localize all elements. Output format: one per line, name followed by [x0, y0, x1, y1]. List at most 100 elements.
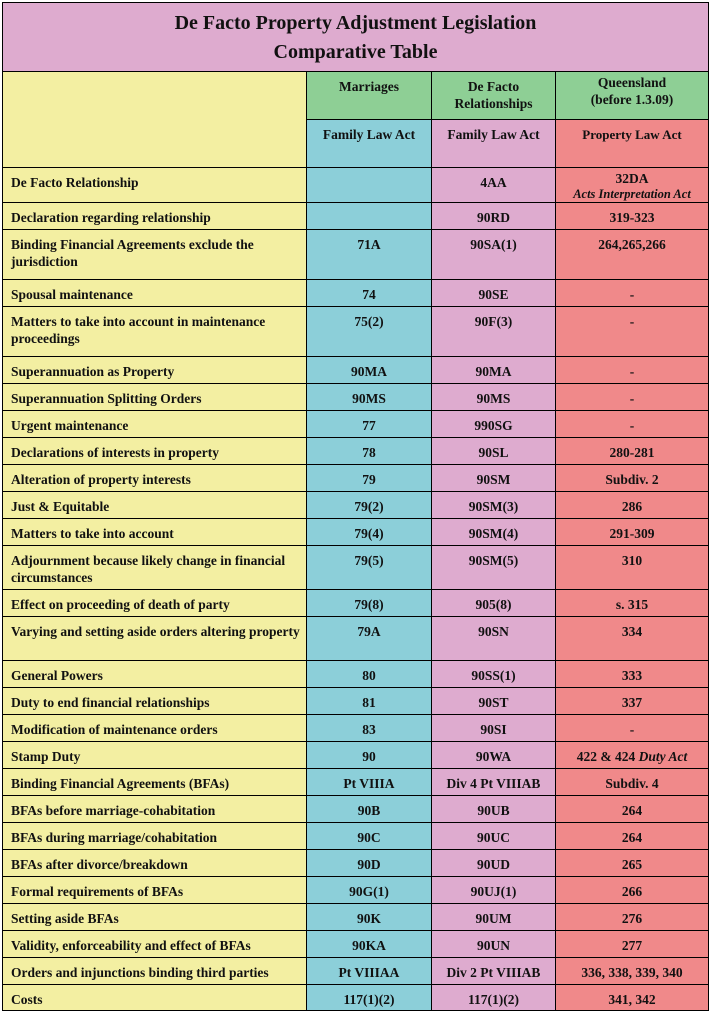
table-row: Validity, enforceability and effect of B…	[2, 930, 709, 958]
row-qld-value: 422 & 424	[576, 749, 636, 764]
header-marriages: Marriages	[306, 71, 432, 120]
table-row: Varying and setting aside orders alterin…	[2, 616, 709, 661]
header-blank-cell	[2, 71, 307, 168]
row-qld: 286	[555, 491, 709, 519]
row-topic: BFAs before marriage-cohabitation	[2, 795, 307, 823]
row-topic: Superannuation Splitting Orders	[2, 383, 307, 411]
row-marriages: Pt VIIIA	[306, 768, 432, 796]
header-row-names: Marriages De Facto Relationships Queensl…	[2, 71, 709, 168]
row-topic: Spousal maintenance	[2, 279, 307, 307]
row-topic: Varying and setting aside orders alterin…	[2, 616, 307, 661]
row-marriages	[306, 167, 432, 203]
table-row: Urgent maintenance 77 990SG -	[2, 410, 709, 438]
row-qld: 277	[555, 930, 709, 958]
row-qld: 265	[555, 849, 709, 877]
table-row: Declarations of interests in property 78 9…	[2, 437, 709, 465]
row-qld: -	[555, 714, 709, 742]
row-de-facto: Div 2 Pt VIIIAB	[431, 957, 556, 985]
row-marriages: Pt VIIIAA	[306, 957, 432, 985]
row-marriages: 71A	[306, 229, 432, 280]
header-marriages-act: Family Law Act	[306, 119, 432, 168]
row-de-facto: 90SA(1)	[431, 229, 556, 280]
table-title: De Facto Property Adjustment Legislation…	[2, 2, 709, 72]
table-row: Adjournment because likely change in fin…	[2, 545, 709, 590]
row-marriages: 90MA	[306, 356, 432, 384]
row-topic: Matters to take into account in maintena…	[2, 306, 307, 357]
row-topic: Costs	[2, 984, 307, 1011]
row-marriages: 90C	[306, 822, 432, 850]
row-de-facto: 90SL	[431, 437, 556, 465]
row-topic: Effect on proceeding of death of party	[2, 589, 307, 617]
table-row: Binding Financial Agreements (BFAs) Pt VI…	[2, 768, 709, 796]
row-marriages: 90D	[306, 849, 432, 877]
row-de-facto: 990SG	[431, 410, 556, 438]
table-row: Binding Financial Agreements exclude the…	[2, 229, 709, 280]
row-marriages: 79(2)	[306, 491, 432, 519]
row-marriages: 90B	[306, 795, 432, 823]
row-qld: 310	[555, 545, 709, 590]
row-marriages: 90	[306, 741, 432, 769]
row-marriages: 79	[306, 464, 432, 492]
row-topic: Modification of maintenance orders	[2, 714, 307, 742]
row-marriages: 78	[306, 437, 432, 465]
row-de-facto: 90RD	[431, 202, 556, 230]
row-de-facto: 90SE	[431, 279, 556, 307]
row-marriages: 117(1)(2)	[306, 984, 432, 1011]
row-qld: 264	[555, 822, 709, 850]
row-marriages: 77	[306, 410, 432, 438]
header-row-acts: Family Law Act Family Law Act Property L…	[3, 119, 709, 168]
row-qld: Subdiv. 4	[555, 768, 709, 796]
row-qld-note: Acts Interpretation Act	[573, 187, 691, 201]
row-topic: Validity, enforceability and effect of B…	[2, 930, 307, 958]
row-qld: 336, 338, 339, 340	[555, 957, 709, 985]
row-topic: Matters to take into account	[2, 518, 307, 546]
row-qld-value: 32DA	[615, 171, 649, 186]
comparative-table-container: De Facto Property Adjustment Legislation…	[2, 2, 709, 1011]
row-qld: -	[555, 356, 709, 384]
table-row: Superannuation as Property 90MA 90MA -	[2, 356, 709, 384]
table-row: Spousal maintenance 74 90SE -	[2, 279, 709, 307]
table-row: General Powers 80 90SS(1) 333	[2, 660, 709, 688]
header-qld-act: Property Law Act	[555, 119, 709, 168]
row-qld: 264	[555, 795, 709, 823]
table-row: Formal requirements of BFAs 90G(1) 90UJ(1)…	[2, 876, 709, 904]
row-qld: 264,265,266	[555, 229, 709, 280]
row-topic: Just & Equitable	[2, 491, 307, 519]
row-de-facto: 90SM(4)	[431, 518, 556, 546]
table-row: Matters to take into account in maintena…	[2, 306, 709, 357]
row-de-facto: 90F(3)	[431, 306, 556, 357]
table-row: Costs 117(1)(2) 117(1)(2) 341, 342	[2, 984, 709, 1011]
row-de-facto: 90SN	[431, 616, 556, 661]
row-de-facto: 90ST	[431, 687, 556, 715]
table-row: De Facto Relationship 4AA 32DA Acts Inte…	[2, 167, 709, 203]
row-de-facto: 90SM	[431, 464, 556, 492]
table-row: BFAs during marriage/cohabitation 90C 90UC…	[2, 822, 709, 850]
row-de-facto: 117(1)(2)	[431, 984, 556, 1011]
row-de-facto: 90SS(1)	[431, 660, 556, 688]
row-topic: Setting aside BFAs	[2, 903, 307, 931]
row-topic: De Facto Relationship	[2, 167, 307, 203]
table-row: Superannuation Splitting Orders 90MS 90MS -	[2, 383, 709, 411]
row-de-facto: 90UD	[431, 849, 556, 877]
row-qld: 280-281	[555, 437, 709, 465]
header-queensland-line1: Queensland	[597, 75, 667, 90]
row-marriages: 75(2)	[306, 306, 432, 357]
row-de-facto: 90MS	[431, 383, 556, 411]
row-topic: Binding Financial Agreements (BFAs)	[2, 768, 307, 796]
header-de-facto: De Facto Relationships	[431, 71, 556, 120]
row-marriages: 83	[306, 714, 432, 742]
header-queensland-line2: (before 1.3.09)	[590, 92, 674, 107]
title-line-2: Comparative Table	[273, 41, 438, 63]
row-qld: 337	[555, 687, 709, 715]
table-row: Matters to take into account 79(4) 90SM(4)…	[2, 518, 709, 546]
row-de-facto: 90UN	[431, 930, 556, 958]
row-qld: s. 315	[555, 589, 709, 617]
row-topic: Declarations of interests in property	[2, 437, 307, 465]
comparative-table: De Facto Property Adjustment Legislation…	[2, 2, 709, 1011]
row-qld: 319-323	[555, 202, 709, 230]
row-marriages: 79A	[306, 616, 432, 661]
table-row: Setting aside BFAs 90K 90UM 276	[2, 903, 709, 931]
row-marriages: 79(5)	[306, 545, 432, 590]
row-de-facto: 90UC	[431, 822, 556, 850]
row-topic: Duty to end financial relationships	[2, 687, 307, 715]
